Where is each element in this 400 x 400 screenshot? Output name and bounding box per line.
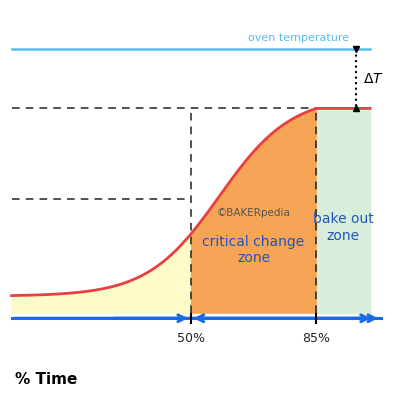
Text: % Time: % Time [15, 372, 78, 387]
Text: 85%: 85% [302, 332, 330, 346]
Text: $\Delta\mathit{T}$: $\Delta\mathit{T}$ [363, 72, 384, 86]
Text: 50%: 50% [177, 332, 205, 346]
Text: oven temperature: oven temperature [248, 33, 349, 43]
Text: bake out
zone: bake out zone [313, 212, 374, 243]
Text: ©BAKERpedia: ©BAKERpedia [217, 208, 290, 218]
Text: critical change
zone: critical change zone [202, 235, 305, 265]
